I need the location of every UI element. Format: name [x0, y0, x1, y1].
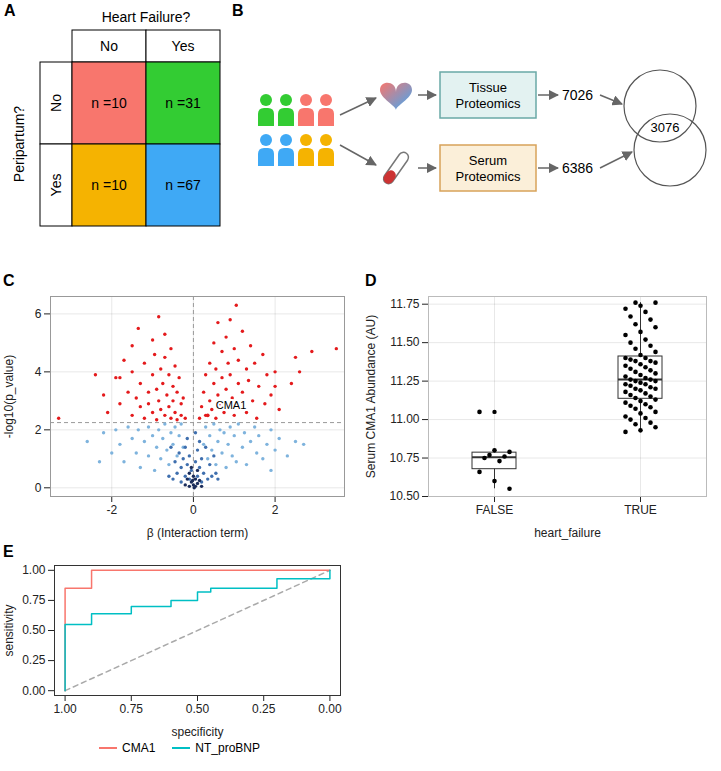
html-text:D: D: [365, 272, 377, 289]
svg-text:sensitivity: sensitivity: [2, 604, 16, 656]
svg-text:11.75: 11.75: [390, 297, 419, 311]
svg-text:2: 2: [35, 423, 42, 437]
svg-text:A: A: [4, 2, 16, 19]
svg-text:Serum CMA1 Abundance (AU): Serum CMA1 Abundance (AU): [364, 315, 378, 478]
svg-text:heart_failure: heart_failure: [534, 526, 601, 540]
svg-text:β (Interaction term): β (Interaction term): [147, 526, 249, 540]
svg-text:0.75: 0.75: [120, 702, 144, 716]
svg-text:B: B: [232, 2, 244, 19]
svg-text:6386: 6386: [562, 160, 593, 176]
svg-text:0.25: 0.25: [252, 702, 276, 716]
html-text:CMA1: CMA1: [122, 741, 156, 755]
svg-text:10.75: 10.75: [389, 451, 419, 465]
svg-text:0.50: 0.50: [22, 623, 46, 637]
svg-text:10.50: 10.50: [389, 489, 419, 503]
svg-text:11.00: 11.00: [390, 412, 419, 426]
svg-text:Tissue: Tissue: [469, 80, 507, 95]
svg-text:FALSE: FALSE: [476, 503, 513, 517]
svg-text:0.50: 0.50: [186, 702, 210, 716]
svg-text:11.25: 11.25: [390, 374, 419, 388]
svg-text:No: No: [48, 94, 64, 112]
svg-text:n =10: n =10: [91, 177, 127, 193]
svg-text:Heart Failure?: Heart Failure?: [102, 9, 191, 25]
svg-text:1.00: 1.00: [22, 563, 46, 577]
svg-text:6: 6: [35, 307, 42, 321]
svg-text:-2: -2: [106, 503, 117, 517]
svg-text:TRUE: TRUE: [624, 503, 657, 517]
svg-text:Peripartum?: Peripartum?: [11, 106, 27, 182]
svg-text:No: No: [100, 38, 118, 54]
svg-text:0.00: 0.00: [318, 702, 342, 716]
svg-text:specificity: specificity: [171, 725, 223, 739]
html-text:NT_proBNP: NT_proBNP: [195, 741, 260, 755]
svg-text:4: 4: [35, 365, 42, 379]
svg-text:3076: 3076: [651, 120, 680, 135]
svg-text:2: 2: [272, 503, 279, 517]
svg-text:Proteomics: Proteomics: [455, 96, 521, 111]
svg-text:0.25: 0.25: [22, 653, 46, 667]
svg-text:7026: 7026: [562, 87, 593, 103]
svg-text:Proteomics: Proteomics: [455, 169, 521, 184]
svg-text:n =10: n =10: [91, 95, 127, 111]
svg-text:-log10(p_value): -log10(p_value): [2, 355, 16, 438]
html-text:E: E: [3, 543, 14, 560]
svg-text:n =31: n =31: [165, 95, 201, 111]
svg-text:11.50: 11.50: [390, 335, 419, 349]
svg-text:CMA1: CMA1: [216, 399, 247, 411]
svg-text:0: 0: [190, 503, 197, 517]
svg-text:Yes: Yes: [48, 174, 64, 197]
html-text:C: C: [3, 272, 15, 289]
svg-text:1.00: 1.00: [53, 702, 77, 716]
svg-text:Serum: Serum: [469, 153, 507, 168]
svg-text:n =67: n =67: [165, 177, 201, 193]
svg-text:0: 0: [35, 481, 42, 495]
svg-text:Yes: Yes: [172, 38, 195, 54]
svg-text:0.00: 0.00: [22, 684, 46, 698]
svg-text:0.75: 0.75: [22, 593, 46, 607]
